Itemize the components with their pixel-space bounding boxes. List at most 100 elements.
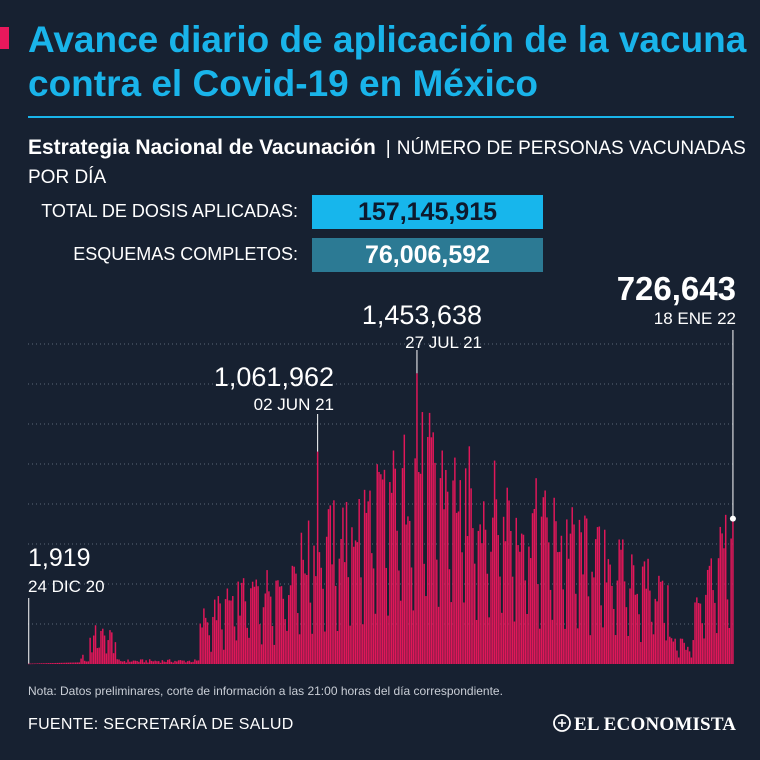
- bar: [538, 628, 541, 664]
- bar: [29, 663, 32, 665]
- bar: [286, 630, 288, 664]
- bar: [546, 517, 548, 664]
- bar: [315, 576, 317, 664]
- bar: [696, 597, 698, 664]
- bar: [42, 663, 44, 664]
- bar: [663, 622, 666, 664]
- bar: [212, 616, 214, 664]
- bar: [251, 581, 254, 664]
- bar: [670, 638, 673, 664]
- bar: [282, 598, 285, 664]
- bar: [201, 627, 203, 664]
- bar: [248, 637, 250, 664]
- bar: [329, 505, 332, 664]
- bar: [443, 509, 445, 664]
- bar: [446, 491, 449, 664]
- chart-title: Avance diario de aplicación de la vacuna…: [28, 19, 747, 104]
- bar: [455, 512, 458, 664]
- bar: [701, 623, 703, 664]
- bar: [374, 613, 377, 664]
- bar: [486, 573, 489, 664]
- bar: [83, 660, 86, 664]
- bar: [107, 640, 109, 664]
- total-doses-label: TOTAL DE DOSIS APLICADAS:: [41, 201, 298, 221]
- bar: [419, 473, 422, 664]
- complete-schemes-value: 76,006,592: [312, 238, 543, 272]
- chart-bars: [28, 373, 734, 665]
- bar: [159, 662, 162, 664]
- complete-schemes-label: ESQUEMAS COMPLETOS:: [73, 244, 298, 264]
- bar: [602, 627, 604, 664]
- bar: [587, 596, 590, 664]
- bar: [150, 660, 153, 664]
- bar: [192, 661, 194, 664]
- bar: [235, 640, 238, 664]
- bar: [483, 501, 485, 664]
- title-divider: [28, 116, 734, 118]
- bar: [105, 653, 108, 664]
- bar: [488, 617, 490, 664]
- bar: [158, 661, 160, 664]
- bar: [580, 532, 582, 664]
- bar: [125, 662, 127, 664]
- bar: [515, 517, 517, 664]
- bar: [268, 591, 270, 664]
- bar: [273, 644, 276, 664]
- bar: [295, 573, 297, 664]
- bar: [441, 450, 443, 664]
- bar: [318, 552, 321, 664]
- bar: [264, 593, 267, 664]
- bar: [325, 536, 328, 664]
- bar: [127, 659, 129, 664]
- bar: [56, 662, 59, 664]
- bar: [333, 500, 335, 664]
- bar: [410, 567, 413, 664]
- bar: [418, 472, 420, 664]
- bar: [343, 562, 346, 664]
- bar: [262, 607, 265, 664]
- bar: [37, 663, 39, 664]
- bar: [416, 373, 418, 664]
- bar: [204, 617, 207, 664]
- annotation-date-label: 27 JUL 21: [405, 333, 482, 352]
- bar: [148, 659, 151, 664]
- bar: [464, 468, 467, 664]
- bar: [280, 586, 283, 664]
- bar: [690, 657, 693, 664]
- bar: [116, 659, 118, 664]
- bar: [703, 638, 705, 664]
- bar: [51, 663, 53, 664]
- bar: [168, 659, 171, 664]
- bar: [681, 638, 684, 664]
- bar: [623, 581, 626, 664]
- bar: [46, 663, 48, 664]
- bar: [199, 623, 202, 664]
- bar: [181, 660, 183, 664]
- bar: [567, 558, 570, 664]
- bar: [44, 663, 46, 664]
- bar: [513, 621, 516, 664]
- bar: [558, 551, 561, 664]
- bar: [540, 516, 543, 664]
- bar: [528, 546, 530, 664]
- bar: [452, 480, 454, 664]
- bar: [390, 492, 393, 664]
- bar: [354, 540, 357, 664]
- bar: [380, 474, 382, 664]
- bar: [223, 649, 225, 664]
- bar: [437, 606, 440, 664]
- bar: [427, 436, 429, 664]
- bar: [562, 589, 564, 664]
- bar: [327, 509, 330, 664]
- bar: [428, 412, 431, 664]
- bar: [269, 596, 272, 664]
- bar: [60, 662, 62, 664]
- bar: [569, 533, 572, 664]
- bar: [89, 637, 91, 664]
- bar: [277, 580, 279, 664]
- bar: [239, 615, 241, 664]
- bar: [138, 661, 140, 664]
- bar: [55, 662, 57, 664]
- bar: [504, 541, 507, 664]
- bar: [360, 577, 362, 664]
